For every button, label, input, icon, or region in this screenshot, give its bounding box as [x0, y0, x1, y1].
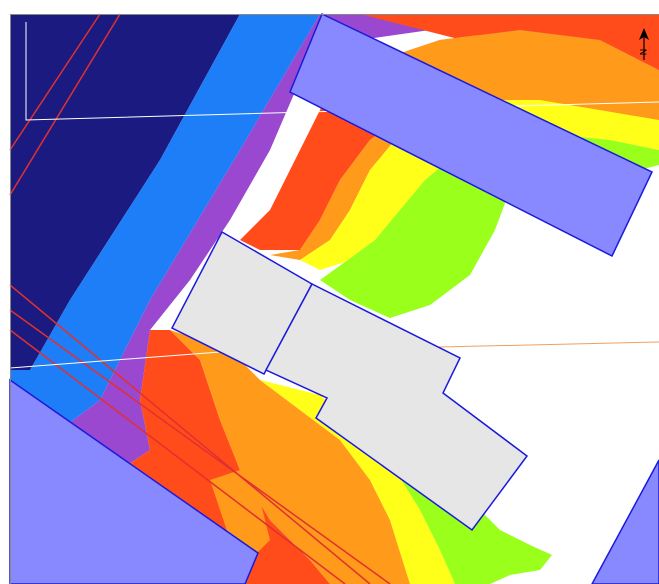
neighbor-building-top[interactable] [289, 12, 653, 258]
north-arrow-label: N [637, 49, 647, 56]
north-arrow-icon: N [637, 28, 649, 60]
property-lines [9, 13, 391, 584]
main-building-block-b[interactable] [264, 283, 529, 532]
main-building-block-a[interactable] [170, 230, 314, 375]
zone-blue [10, 14, 320, 430]
zone-orange-lower [170, 330, 410, 584]
zone-yellow-lower [260, 380, 455, 584]
zone-orange-upper [270, 30, 659, 260]
zone-darkblue [10, 14, 240, 370]
zone-green-upper [320, 135, 659, 318]
neighbor-building-bottom-right[interactable] [591, 459, 659, 584]
